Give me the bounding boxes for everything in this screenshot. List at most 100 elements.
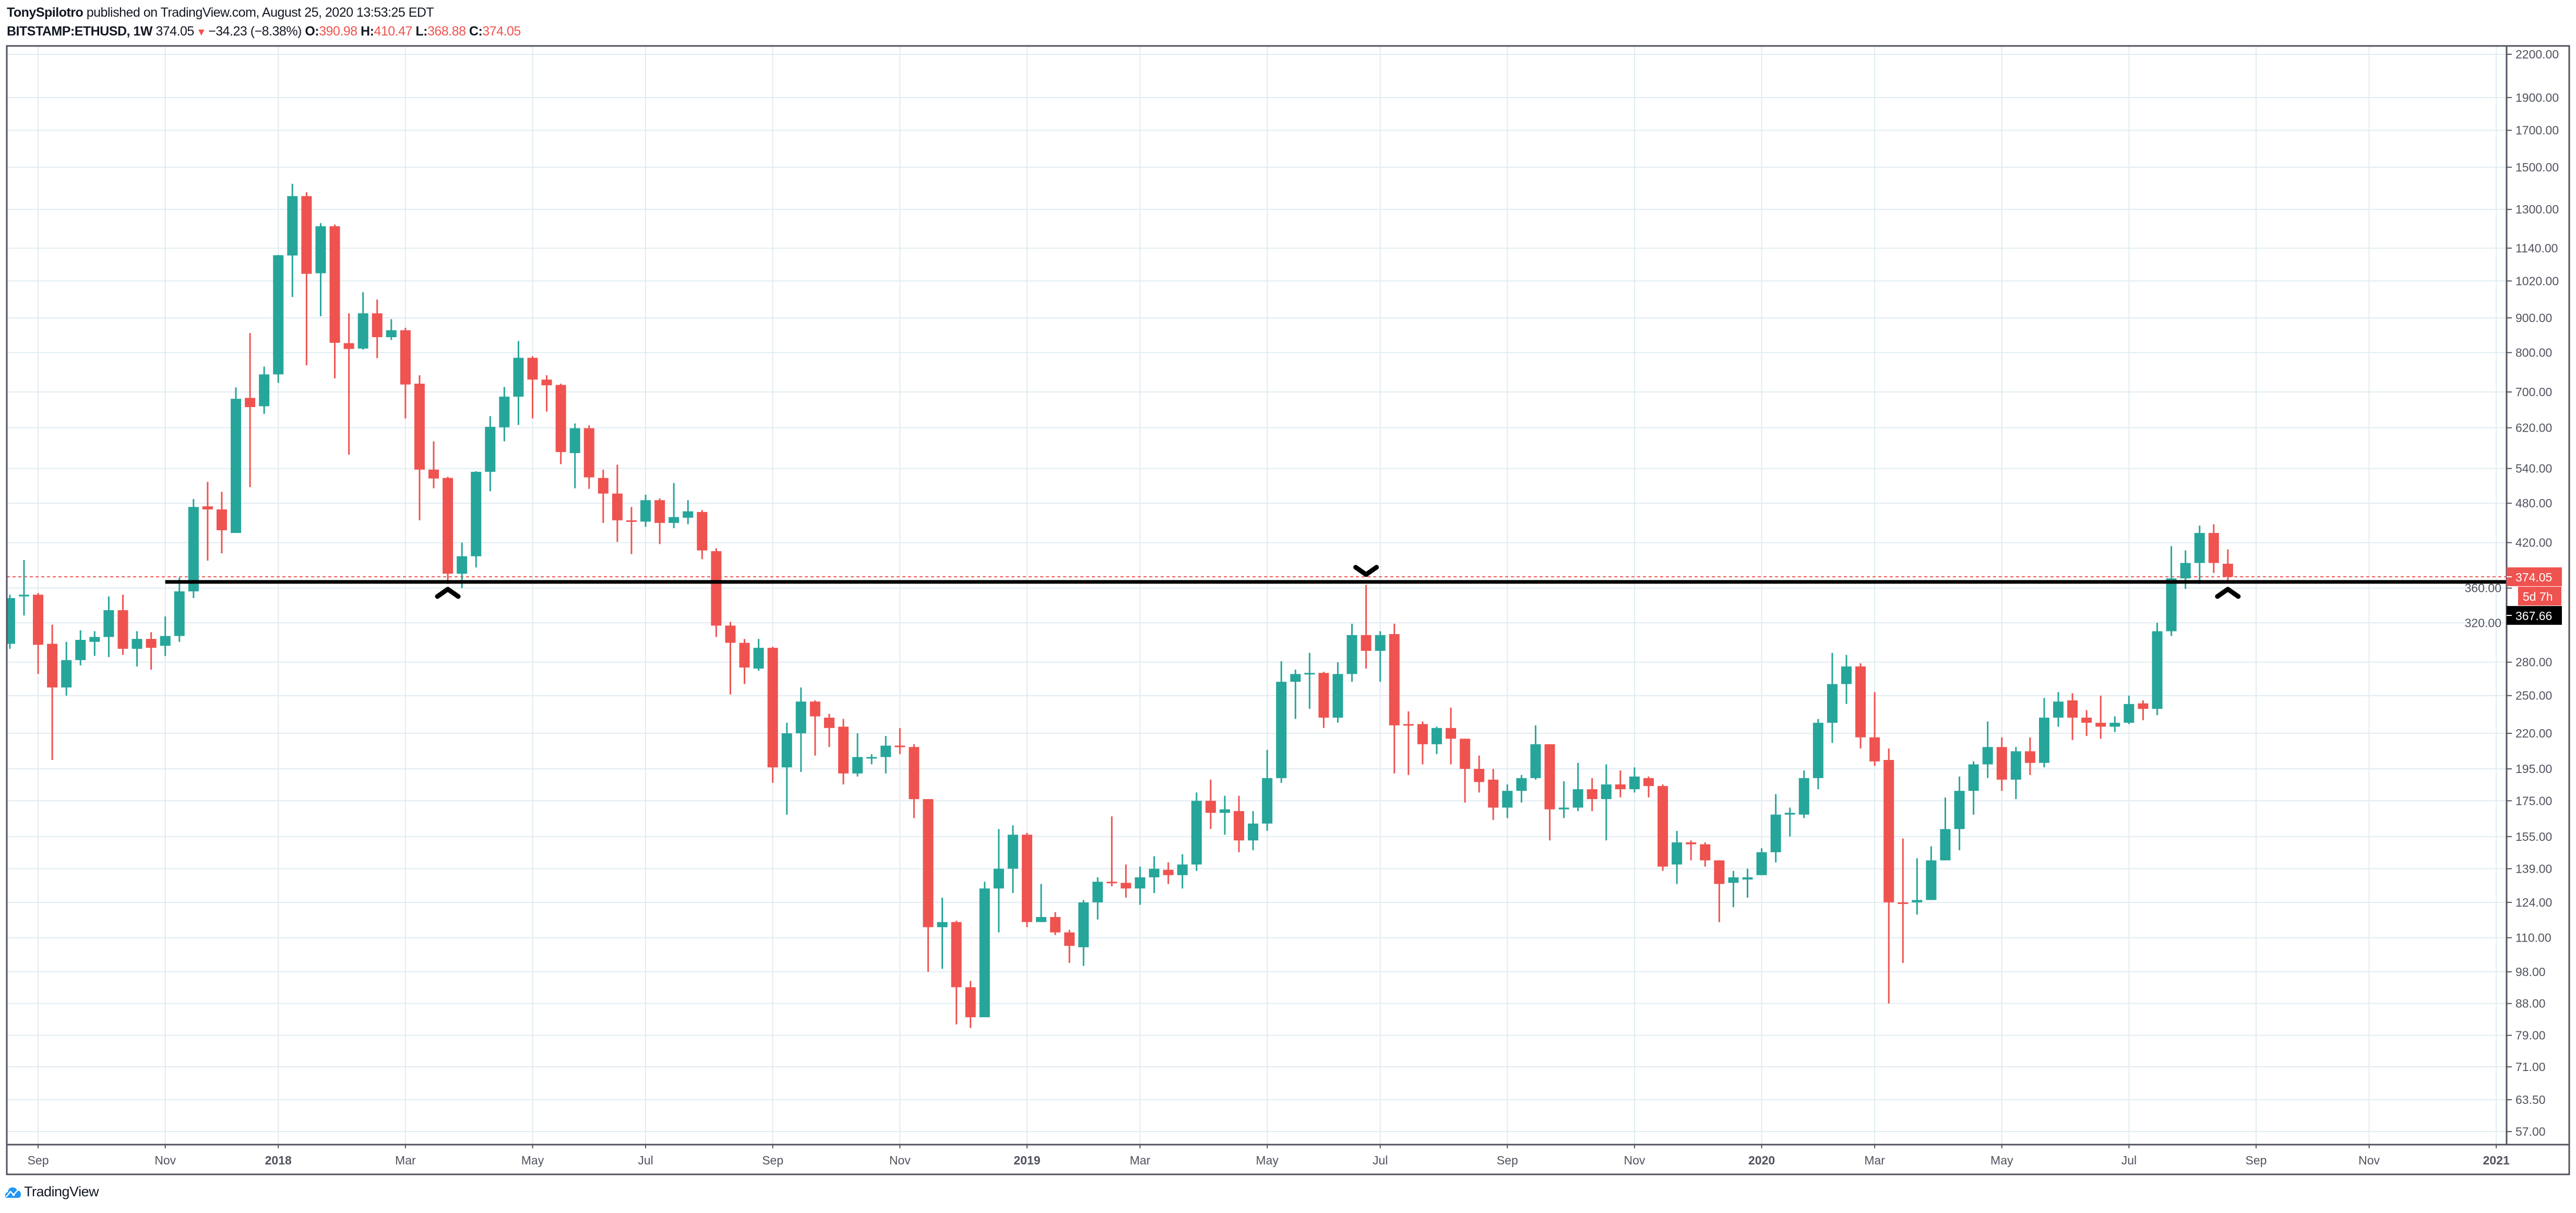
candle[interactable] <box>18 560 29 616</box>
candle[interactable] <box>824 713 834 747</box>
candle[interactable] <box>357 292 368 350</box>
candle[interactable] <box>1601 764 1612 841</box>
price-axis[interactable]: 2200.00 1900.00 1700.00 1500.00 1300.00 1140.… <box>2465 47 2559 1138</box>
candle[interactable] <box>372 299 383 359</box>
candle[interactable] <box>838 719 849 784</box>
candle[interactable] <box>273 255 284 383</box>
candle[interactable] <box>103 596 114 657</box>
candle[interactable] <box>1431 727 1442 754</box>
candle[interactable] <box>1855 663 1866 748</box>
candle[interactable] <box>1530 725 1541 780</box>
chevron-up-icon[interactable] <box>2215 587 2241 599</box>
candle[interactable] <box>1248 811 1259 850</box>
candle[interactable] <box>683 500 694 525</box>
candle[interactable] <box>895 728 905 754</box>
candle[interactable] <box>612 465 623 542</box>
candle[interactable] <box>1572 763 1583 811</box>
candle[interactable] <box>2124 695 2134 724</box>
candle[interactable] <box>1375 631 1386 682</box>
candle[interactable] <box>1742 869 1753 898</box>
candle[interactable] <box>1827 652 1838 743</box>
candle[interactable] <box>2138 700 2149 720</box>
candle[interactable] <box>1643 776 1654 798</box>
candle[interactable] <box>485 416 496 492</box>
candle[interactable] <box>2081 710 2092 736</box>
candle[interactable] <box>1149 856 1160 893</box>
candle[interactable] <box>1007 825 1018 893</box>
candle[interactable] <box>2053 692 2064 727</box>
candle[interactable] <box>753 639 764 671</box>
candle[interactable] <box>569 423 580 489</box>
candle[interactable] <box>1050 912 1061 935</box>
candle[interactable] <box>527 356 538 419</box>
candle[interactable] <box>1361 585 1372 669</box>
candle[interactable] <box>386 319 397 340</box>
candle[interactable] <box>1446 707 1457 765</box>
candle[interactable] <box>1177 854 1188 889</box>
candle[interactable] <box>1629 767 1640 793</box>
candle[interactable] <box>1714 860 1725 922</box>
candle[interactable] <box>2095 695 2106 739</box>
candle[interactable] <box>1092 877 1103 920</box>
candle[interactable] <box>993 829 1004 933</box>
candle[interactable] <box>866 754 877 765</box>
candle[interactable] <box>414 375 425 520</box>
candle[interactable] <box>1587 778 1597 811</box>
candle[interactable] <box>697 510 708 560</box>
candle[interactable] <box>47 624 58 760</box>
candle[interactable] <box>1968 761 1979 815</box>
candle[interactable] <box>231 387 242 533</box>
candle[interactable] <box>923 799 934 972</box>
candle[interactable] <box>1700 842 1711 867</box>
candle[interactable] <box>1912 858 1923 915</box>
candle[interactable] <box>287 184 298 298</box>
candle[interactable] <box>1276 661 1287 783</box>
candle[interactable] <box>160 616 171 656</box>
candle[interactable] <box>852 733 863 777</box>
candle[interactable] <box>1756 848 1767 875</box>
candle[interactable] <box>809 700 820 756</box>
candle[interactable] <box>146 632 157 670</box>
candle[interactable] <box>132 631 142 667</box>
candle[interactable] <box>951 921 962 1025</box>
candle[interactable] <box>1488 769 1499 820</box>
candle[interactable] <box>117 594 128 655</box>
candle[interactable] <box>329 224 340 378</box>
candle[interactable] <box>301 192 312 366</box>
candle[interactable] <box>5 594 15 649</box>
candle[interactable] <box>174 577 185 642</box>
candle[interactable] <box>555 384 566 465</box>
candle[interactable] <box>1120 864 1131 898</box>
time-axis[interactable]: Sep Nov 2018 Mar May Jul Sep Nov 2019 Mar May Jul Se… <box>28 1145 2510 1167</box>
candle[interactable] <box>1728 871 1739 908</box>
candle[interactable] <box>1954 776 1965 850</box>
candle[interactable] <box>795 687 806 772</box>
candle[interactable] <box>1770 794 1781 863</box>
candle[interactable] <box>2010 747 2021 800</box>
candle[interactable] <box>2208 524 2219 573</box>
candle[interactable] <box>781 722 792 815</box>
candle[interactable] <box>33 593 44 674</box>
candle[interactable] <box>1191 792 1202 871</box>
candle[interactable] <box>1460 739 1471 803</box>
candle[interactable] <box>654 498 665 544</box>
candle[interactable] <box>937 897 948 969</box>
candle[interactable] <box>1686 840 1697 861</box>
candle[interactable] <box>1262 750 1273 831</box>
candle[interactable] <box>259 366 270 414</box>
candle[interactable] <box>767 647 778 783</box>
candle[interactable] <box>1798 770 1809 818</box>
candle[interactable] <box>1233 795 1244 852</box>
candle[interactable] <box>1544 744 1555 841</box>
candle[interactable] <box>2024 737 2035 775</box>
candle[interactable] <box>2038 698 2049 768</box>
candle[interactable] <box>1036 884 1047 922</box>
chevron-down-icon[interactable] <box>1353 565 1379 577</box>
candle[interactable] <box>739 639 750 684</box>
tradingview-logo[interactable]: TradingView <box>5 1184 99 1200</box>
candle[interactable] <box>89 631 100 656</box>
candle[interactable] <box>1064 930 1075 963</box>
candle[interactable] <box>1784 807 1795 837</box>
candle[interactable] <box>1290 670 1301 719</box>
